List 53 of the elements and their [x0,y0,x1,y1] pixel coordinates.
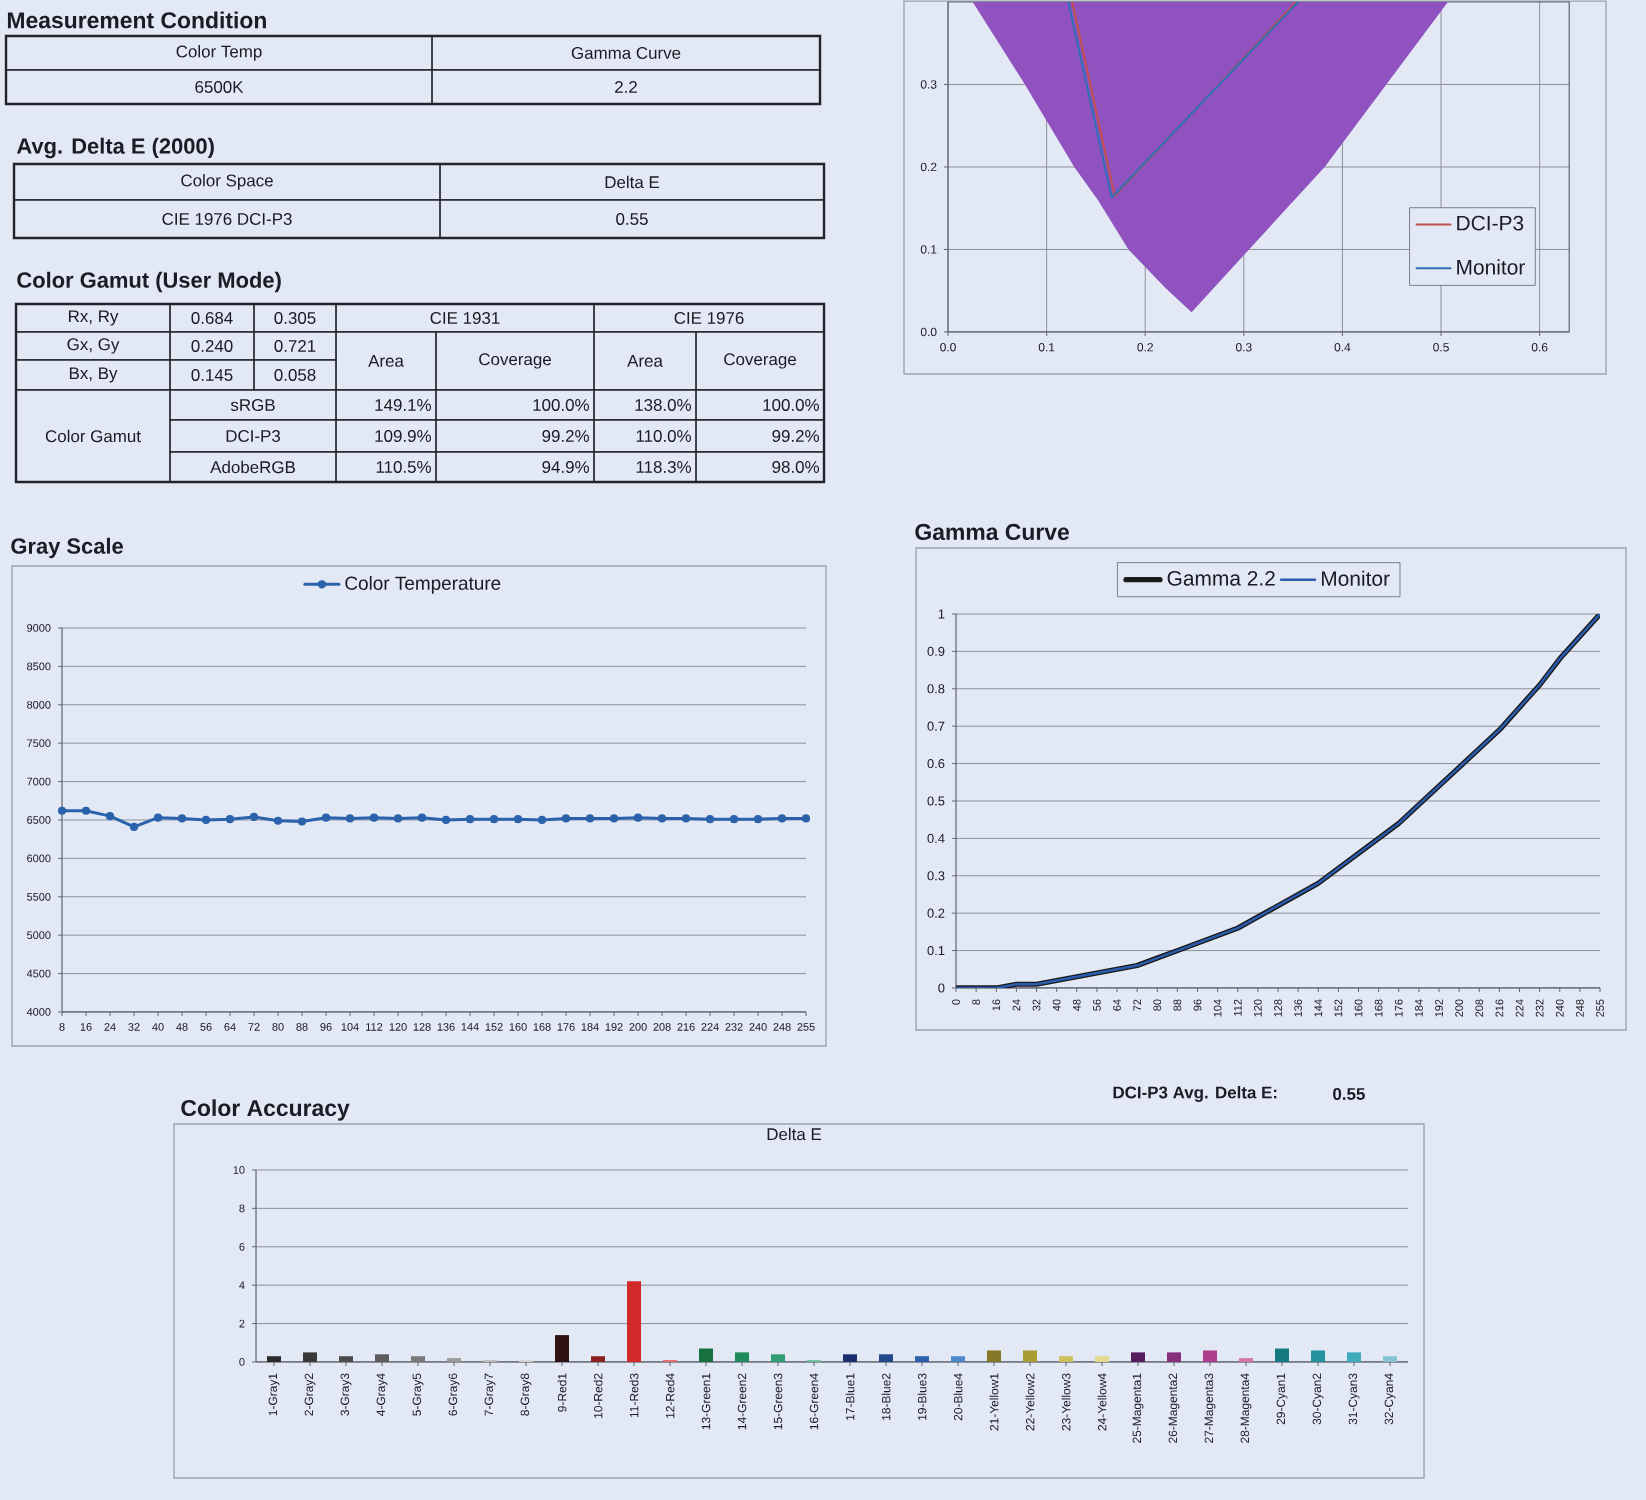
text: sRGB [230,398,275,411]
text: 2.2 [615,81,637,93]
legend-label: Gamma 2.2 [1167,570,1275,586]
text: 110.5% [376,460,432,473]
legend-label: DCI-P3 [1457,215,1524,231]
text: 110.0% [636,429,692,442]
text: DCI-P3 Avg. Delta E: [1113,1086,1277,1102]
chart-title: Gamma Curve [915,523,1069,541]
text: 118.3% [636,460,692,473]
text: Color Temp [176,45,262,61]
text: 149.1% [375,398,432,411]
text: 100.0% [763,398,820,411]
text: Color Gamut (User Mode) [17,271,281,293]
text: 100.0% [533,398,590,411]
text: Delta E [605,175,660,189]
chart-title: Color Accuracy [181,1099,350,1121]
text: 109.9% [375,429,432,442]
text: Bx, By [69,367,118,383]
text: Coverage [479,353,551,369]
text: Gamma Curve [571,46,681,59]
text: 0.55 [616,212,648,225]
legend-label: Monitor [1321,570,1390,586]
text: 94.9% [542,460,590,473]
text: 0.684 [191,311,233,324]
text: Avg. Delta E (2000) [16,137,214,159]
text: 98.0% [772,460,820,473]
text: 99.2% [542,429,590,442]
text: Color Space [181,174,273,190]
text: 138.0% [635,398,692,411]
text: Area [368,355,404,367]
text: AdobeRGB [210,460,295,474]
text: CIE 1976 DCI-P3 [162,212,292,225]
legend-label: Monitor [1457,259,1525,275]
text: 0.240 [191,339,233,352]
text: Measurement Condition [7,11,266,29]
text: 0.55 [1333,1087,1365,1100]
text: Coverage [724,353,796,369]
legend-label: Color Temperature [345,576,501,594]
text: 0.721 [274,339,316,352]
chart-subtitle: Delta E [767,1127,822,1141]
text: CIE 1976 [674,311,744,324]
text: DCI-P3 [226,429,281,442]
text: CIE 1931 [430,311,500,324]
text: Gx, Gy [67,338,120,354]
text: Color Gamut [45,429,141,443]
text: Rx, Ry [68,310,119,326]
text: 0.145 [191,368,233,381]
text: 0.305 [274,311,316,324]
chart-title: Gray Scale [11,537,123,559]
text: 0.058 [274,368,316,381]
text: Area [627,355,663,367]
text: 99.2% [772,429,820,442]
text: 6500K [195,80,244,93]
